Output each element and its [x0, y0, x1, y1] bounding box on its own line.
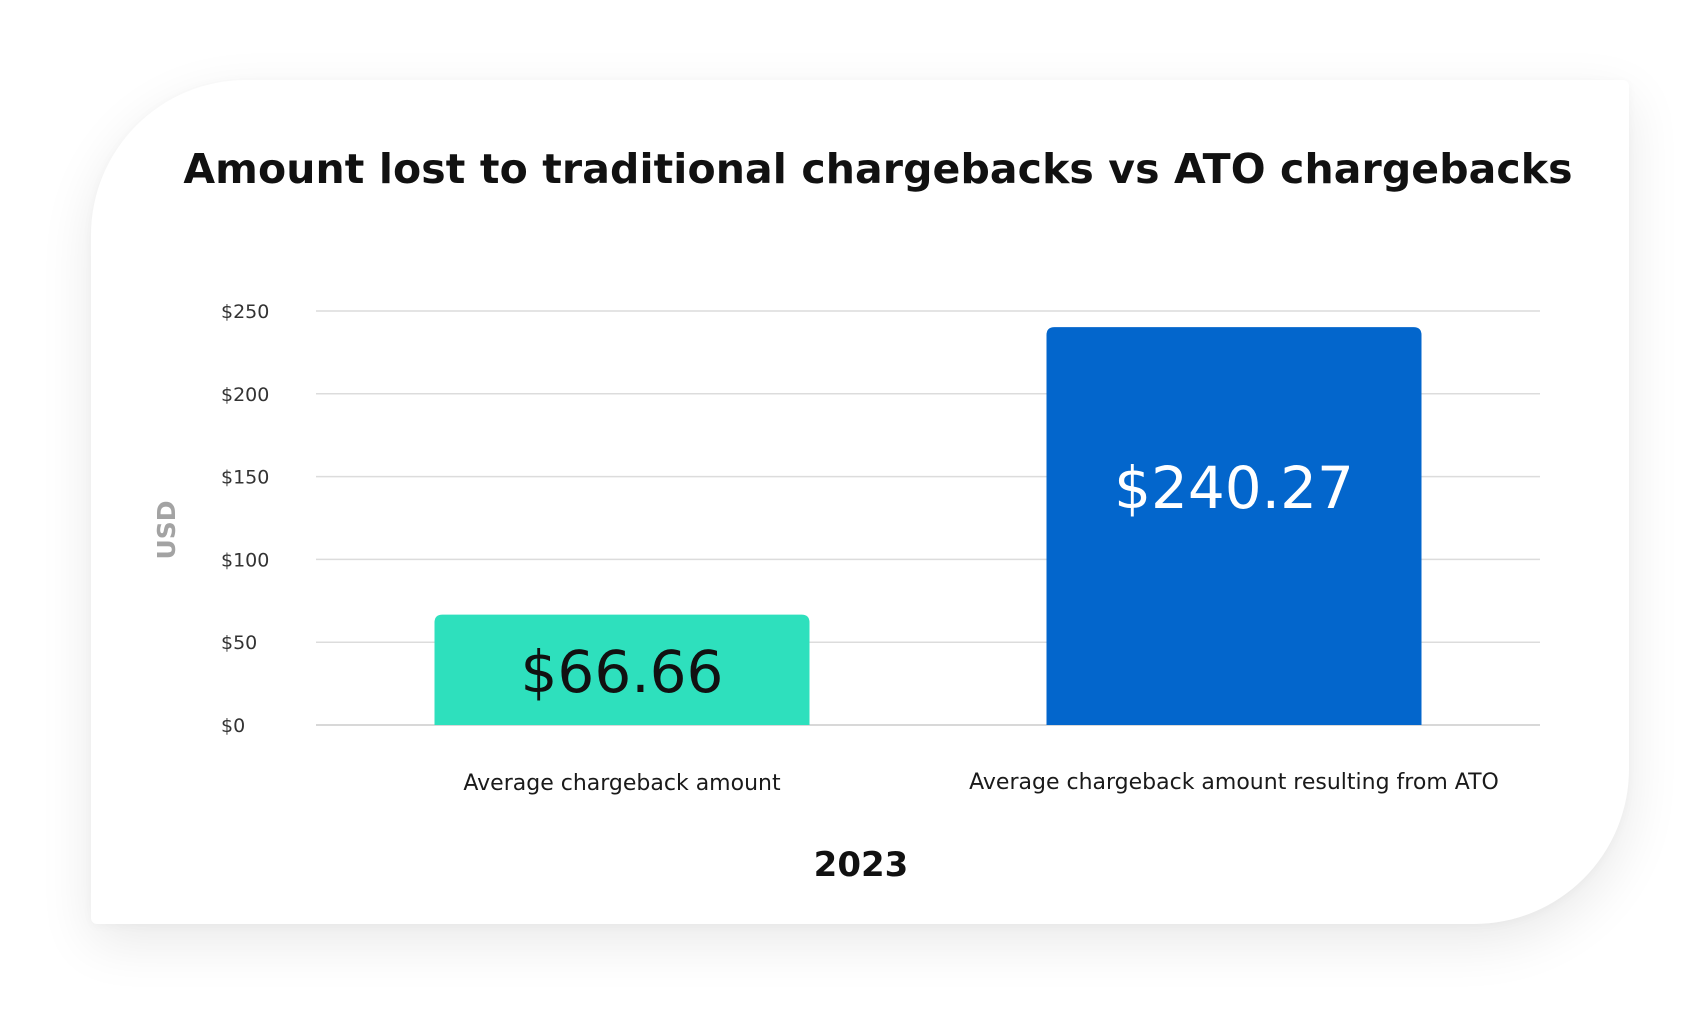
data-label: $240.27 [1114, 454, 1354, 522]
x-axis-category-labels: Average chargeback amount Average chargeb… [463, 770, 1498, 796]
category-label: Average chargeback amount resulting from… [969, 770, 1499, 795]
data-label: $66.66 [521, 638, 724, 706]
y-tick-label: $50 [221, 632, 257, 654]
y-tick-label: $100 [221, 549, 269, 571]
y-axis-tick-labels: $0 $50 $100 $150 $200 $250 [221, 301, 269, 737]
y-tick-label: $0 [221, 715, 245, 737]
y-tick-label: $250 [221, 301, 269, 323]
category-label: Average chargeback amount [463, 771, 781, 796]
data-labels: $66.66 $240.27 [521, 454, 1354, 706]
bar [1046, 327, 1422, 725]
y-tick-label: $150 [221, 467, 269, 489]
x-axis-label: 2023 [814, 845, 909, 885]
y-tick-label: $200 [221, 384, 269, 406]
bar [434, 614, 810, 725]
y-axis-label: USD [152, 500, 181, 559]
bars [434, 327, 1422, 725]
chart-title: Amount lost to traditional chargebacks v… [183, 145, 1573, 193]
